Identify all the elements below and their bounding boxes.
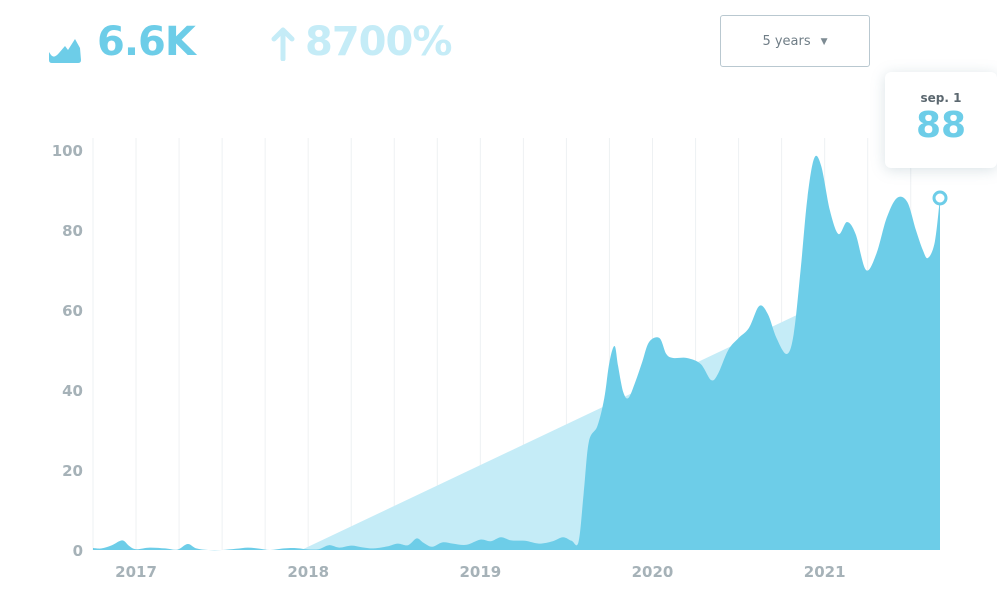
y-tick-label-80: 80 [62,222,83,240]
y-tick-label-100: 100 [52,142,83,160]
x-tick-label-2018: 2018 [287,563,329,581]
interest-area [93,155,940,551]
arrow-up-icon [271,27,295,61]
tooltip-value: 88 [915,105,967,146]
time-range-label: 5 years [762,33,811,49]
chevron-down-icon: ▼ [820,37,828,47]
x-tick-label-2020: 2020 [632,563,674,581]
total-count: 6.6K [97,19,196,65]
x-tick-label-2021: 2021 [804,563,846,581]
highlight-point[interactable] [932,190,948,206]
x-tick-label-2017: 2017 [115,563,157,581]
y-tick-label-20: 20 [62,462,83,480]
y-tick-label-60: 60 [62,302,83,320]
tooltip-date: sep. 1 [920,91,962,105]
trend-chart-icon [49,39,81,63]
x-tick-label-2019: 2019 [459,563,501,581]
y-tick-label-40: 40 [62,382,83,400]
value-tooltip: sep. 1 88 [885,72,997,168]
time-range-select[interactable]: 5 years ▼ [720,15,870,67]
growth-percent: 8700% [305,19,452,65]
y-tick-label-0: 0 [73,542,83,560]
